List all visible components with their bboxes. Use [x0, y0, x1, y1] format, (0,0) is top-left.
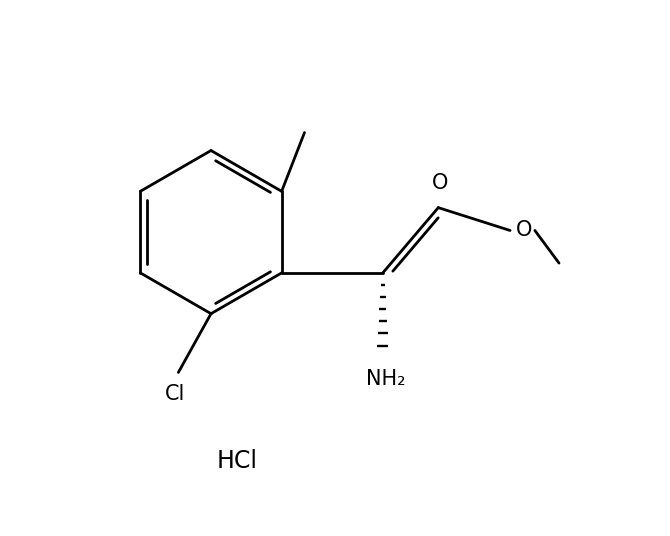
Text: NH₂: NH₂ — [366, 369, 406, 390]
Text: O: O — [431, 173, 448, 193]
Text: Cl: Cl — [165, 384, 186, 404]
Text: O: O — [517, 220, 533, 241]
Text: HCl: HCl — [216, 449, 257, 473]
